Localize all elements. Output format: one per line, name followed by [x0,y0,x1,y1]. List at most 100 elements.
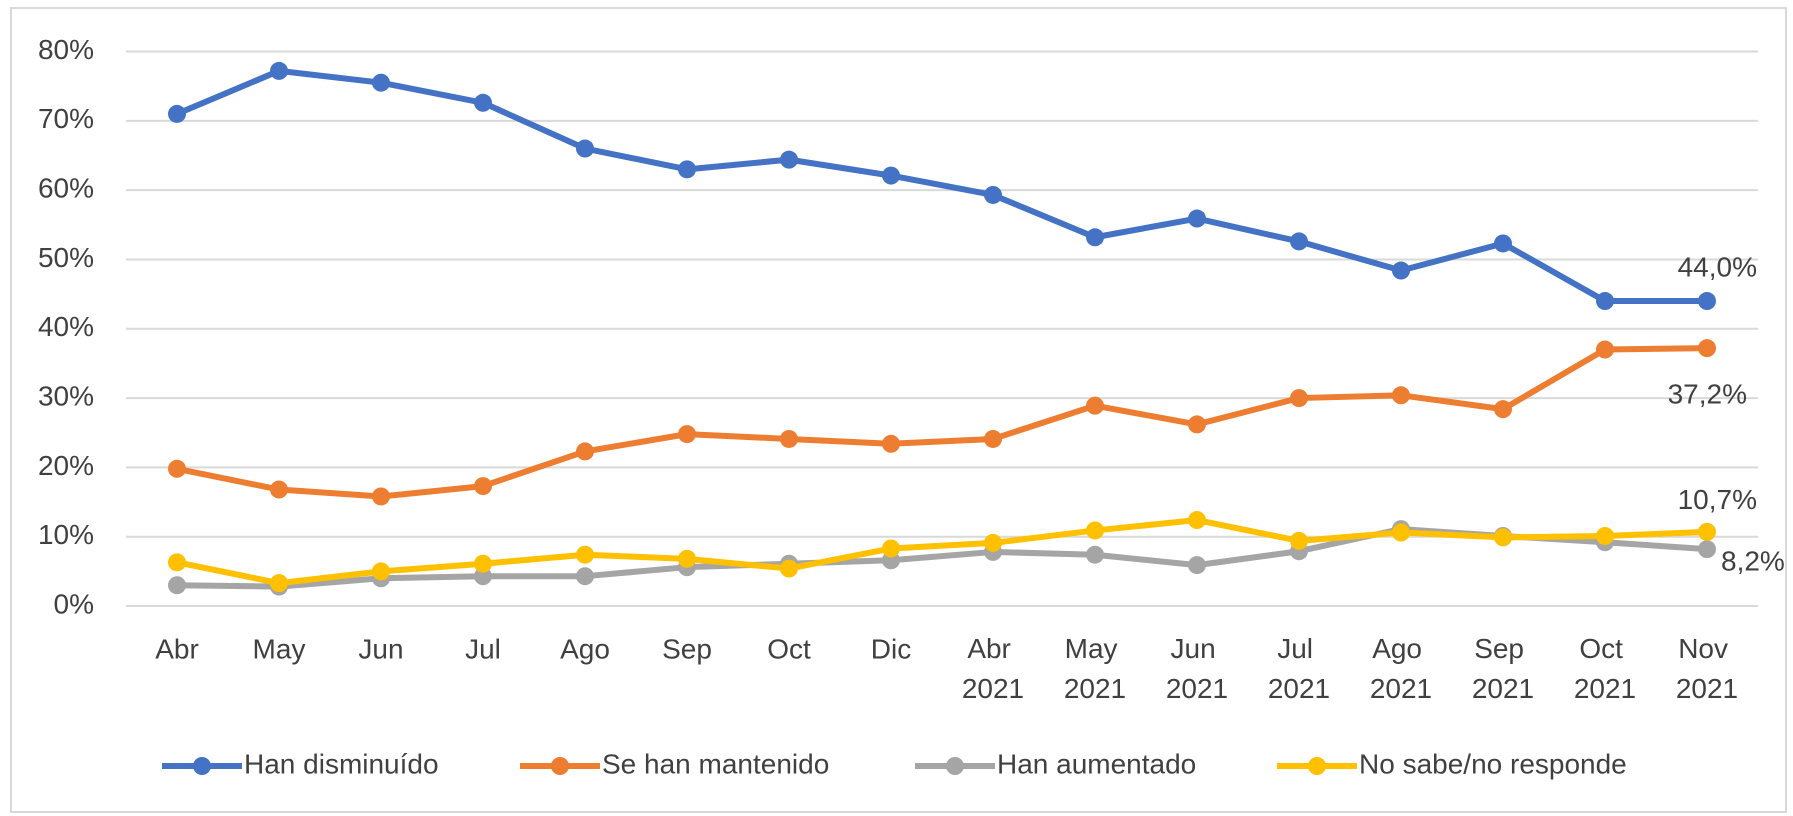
data-point [168,104,186,123]
x-tick-label: Jul 2021 [1268,633,1330,704]
x-tick-label: Ago [560,633,610,664]
data-point [1086,521,1104,540]
legend-label: No sabe/no responde [1359,748,1627,779]
x-tick-label-line: 2021 [1064,673,1126,704]
x-tick-label: Sep [662,633,712,664]
x-tick-label-line: Abr [967,633,1018,664]
x-tick-label-line: 2021 [1676,673,1738,704]
data-point [474,477,492,496]
x-tick-label-line: 2021 [962,673,1024,704]
data-point [1698,540,1716,559]
x-tick-label: Sep 2021 [1472,633,1534,704]
data-point [1188,511,1206,530]
data-point [1596,340,1614,359]
data-point [1188,415,1206,434]
data-point [576,139,594,158]
series-line [176,345,1708,500]
data-point [168,576,186,595]
x-tick-label: Abr 2021 [962,633,1024,704]
data-point [678,160,696,179]
legend-label: Han aumentado [997,748,1196,779]
data-point [780,150,798,169]
x-tick-label: Jul [465,633,501,664]
data-label: 44,0% [1678,251,1757,282]
data-point [1392,386,1410,405]
data-point [1392,523,1410,542]
data-point [474,93,492,112]
x-tick-label-line: Jul [1277,633,1321,664]
data-point [1494,234,1512,253]
data-point [984,185,1002,204]
data-point [1698,339,1716,358]
data-point [678,549,696,568]
data-point [372,562,390,581]
data-point [1086,545,1104,564]
data-point [1290,531,1308,550]
x-tick-label-line: 2021 [1166,673,1228,704]
legend-marker [193,757,211,775]
legend-label: Se han mantenido [602,748,829,779]
data-point [1392,261,1410,280]
x-tick-label: May [253,633,306,664]
data-point [780,429,798,448]
x-tick-label: Dic [871,633,911,664]
data-point [1188,556,1206,575]
data-point [270,480,288,499]
data-point [576,442,594,461]
x-tick-label-line: Ago [1372,633,1430,664]
data-point [372,73,390,92]
data-point [168,459,186,478]
data-point [1086,228,1104,247]
x-tick-label-line: 2021 [1370,673,1432,704]
data-point [780,559,798,578]
data-point [270,61,288,80]
y-tick-label: 10% [38,519,94,550]
y-tick-label: 70% [38,103,94,134]
data-point [1698,292,1716,311]
legend-label: Han disminuído [244,748,439,779]
x-tick-label-line: May [1065,633,1126,664]
x-tick-label: Ago 2021 [1370,633,1432,704]
data-point [1290,232,1308,251]
data-point [372,487,390,506]
y-tick-label: 0% [54,588,94,619]
y-tick-label: 30% [38,380,94,411]
x-tick-label: Jun [358,633,403,664]
x-tick-label-line: Oct [1579,633,1630,664]
series-line [176,517,1708,587]
x-tick-label: Oct 2021 [1574,633,1636,704]
x-tick-label: May 2021 [1064,633,1126,704]
y-tick-label: 50% [38,242,94,273]
x-tick-label: Nov 2021 [1676,633,1738,704]
data-label: 10,7% [1678,484,1757,515]
data-point [1494,400,1512,419]
data-point [882,166,900,185]
x-tick-label-line: 2021 [1574,673,1636,704]
x-tick-label-line: Nov [1678,633,1736,664]
data-point [1596,526,1614,545]
y-tick-label: 60% [38,173,94,204]
x-tick-label: Oct [767,633,811,664]
data-point [1086,396,1104,415]
y-tick-label: 20% [38,450,94,481]
data-label: 8,2% [1721,546,1785,577]
legend-marker [551,757,569,775]
y-tick-label: 80% [38,34,94,65]
data-point [270,574,288,593]
data-point [1290,389,1308,408]
legend-marker [1308,757,1326,775]
y-tick-label: 40% [38,311,94,342]
data-point [1188,209,1206,228]
data-point [1494,528,1512,547]
x-tick-label-line: Jun [1171,633,1224,664]
data-point [1698,522,1716,541]
data-point [168,553,186,572]
x-tick-label: Jun 2021 [1166,633,1228,704]
data-point [474,554,492,573]
x-tick-label-line: 2021 [1268,673,1330,704]
x-tick-label-line: Sep [1474,633,1532,664]
data-point [576,545,594,564]
data-point [984,429,1002,448]
